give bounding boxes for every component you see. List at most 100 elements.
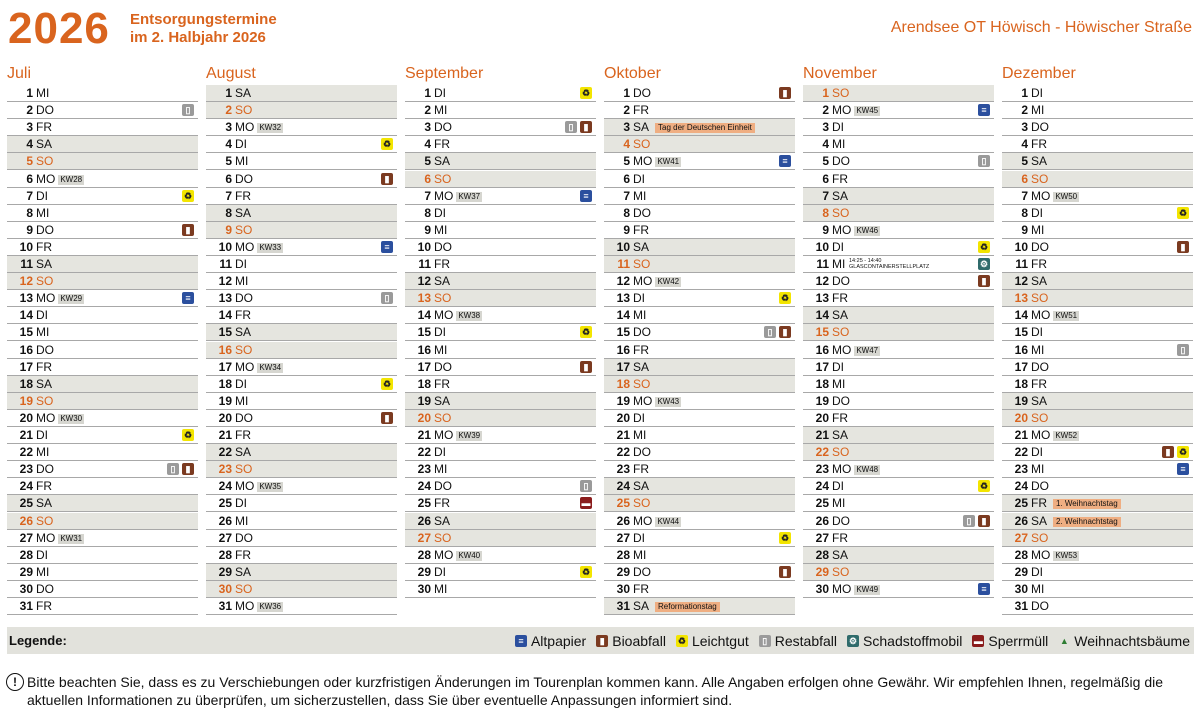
weekday: MO [235, 599, 255, 613]
day-number: 21 [1014, 428, 1028, 442]
day-row: 20 SO [1002, 409, 1193, 427]
day-number: 10 [417, 239, 431, 254]
day-row: 18 SA [7, 375, 198, 393]
weekday-wrap: DO [832, 513, 850, 529]
weekday: DI [1031, 564, 1043, 579]
bin-icon: ♻ [978, 240, 990, 253]
day-number: 23 [19, 462, 33, 477]
weekday-wrap: MO KW49 [832, 581, 881, 597]
day-row: 5 MI [206, 153, 397, 171]
weekday: MO [36, 171, 56, 186]
day-row: 20 SO [405, 409, 596, 427]
weekday: MI [434, 581, 448, 596]
weekday: MO [434, 428, 454, 442]
legend-label: Leichtgut [691, 633, 749, 649]
day-number: 8 [424, 205, 431, 220]
weekday-wrap: MI [434, 102, 447, 118]
day-number: 2 [225, 103, 232, 118]
day-row: 3 DO [1002, 119, 1193, 137]
bin-icon: ▮ [978, 514, 990, 527]
weekday: FR [36, 120, 52, 135]
day-number: 5 [822, 154, 829, 169]
day-row: 9 MI [1002, 222, 1193, 239]
day-row: 16 DO [7, 342, 198, 359]
day-row: 19 SA [405, 392, 596, 410]
day-row: 26 SA 2. Weihnachtstag [1002, 512, 1193, 530]
weekday: DO [36, 222, 54, 237]
week-number: KW53 [1053, 550, 1080, 561]
day-number: 21 [19, 428, 33, 442]
day-row: 19 SO [7, 392, 198, 410]
day-number: 28 [19, 547, 33, 562]
day-number: 12 [616, 274, 630, 289]
weekday-wrap: DI [235, 136, 247, 152]
day-row: 7 FR [206, 188, 397, 205]
weekday: MI [36, 445, 50, 460]
day-number: 3 [1021, 120, 1028, 135]
weekday-wrap: MO KW28 [36, 171, 85, 187]
day-row: 21 MI [604, 427, 795, 444]
weekday: DO [633, 205, 651, 220]
weekday: FR [633, 581, 649, 596]
day-number: 12 [815, 274, 829, 289]
weekday: MO [235, 479, 255, 494]
holiday: Tag der Deutschen Einheit [655, 123, 755, 134]
weekday-wrap: SA [633, 359, 649, 375]
weekday: FR [36, 359, 52, 374]
weekday-wrap: SA [832, 547, 848, 563]
day-number: 15 [1014, 325, 1028, 340]
weekday: DI [1031, 86, 1043, 100]
day-row: 11 SO [604, 256, 795, 273]
bin-icon: ▮ [779, 326, 791, 339]
weekday-wrap: FR [1031, 256, 1047, 272]
weekday-wrap: DO [633, 564, 651, 580]
day-number: 5 [26, 154, 33, 169]
day-number: 27 [417, 530, 431, 545]
day-number: 17 [815, 359, 829, 374]
weekday: DI [832, 120, 844, 135]
day-row: 30 DO [7, 581, 198, 598]
weekday: DI [36, 547, 48, 562]
weekday: SO [434, 171, 452, 186]
day-number: 8 [623, 205, 630, 220]
weekday-wrap: MI [434, 222, 447, 238]
weekday: DO [1031, 239, 1049, 254]
day-row: 1 SO [803, 85, 994, 102]
weekday: DI [36, 428, 48, 442]
day-row: 8 SO [803, 204, 994, 222]
weekday: DI [434, 205, 446, 220]
weekday-wrap: FR [36, 598, 52, 614]
day-number: 20 [19, 410, 33, 425]
weekday: DI [832, 479, 844, 494]
day-number: 20 [417, 410, 431, 425]
weekday: SO [633, 496, 651, 511]
weekday: SA [633, 599, 650, 613]
day-number: 30 [616, 581, 630, 596]
weekday: SA [832, 308, 849, 323]
weekday: SO [1031, 171, 1049, 186]
day-row: 2 FR [604, 102, 795, 120]
holiday: 1. Weihnachtstag [1053, 499, 1121, 510]
day-number: 25 [1014, 496, 1028, 511]
weekday-wrap: DO [633, 85, 651, 101]
weekday-wrap: DI [1031, 444, 1043, 460]
weekday: DO [1031, 599, 1049, 613]
day-row: 12 SA [1002, 273, 1193, 291]
day-row: 17 DO [1002, 359, 1193, 376]
weekday: DI [633, 291, 645, 306]
weekday: SA [633, 239, 650, 254]
day-row: 18 FR [1002, 376, 1193, 393]
bin-icon: ▮ [779, 87, 791, 99]
weekday-wrap: MO KW38 [434, 307, 483, 323]
weekday: MO [832, 581, 852, 596]
day-number: 27 [815, 530, 829, 545]
day-row: 31 FR [7, 598, 198, 615]
weekday-wrap: MO KW44 [633, 513, 682, 529]
day-row: 24 DO ▯ [405, 478, 596, 496]
day-number: 30 [417, 581, 431, 596]
day-number: 29 [616, 564, 630, 579]
day-row: 7 MI [604, 188, 795, 205]
week-number: KW44 [655, 516, 682, 527]
weekday: SA [832, 188, 849, 203]
month-name: September [405, 65, 484, 82]
